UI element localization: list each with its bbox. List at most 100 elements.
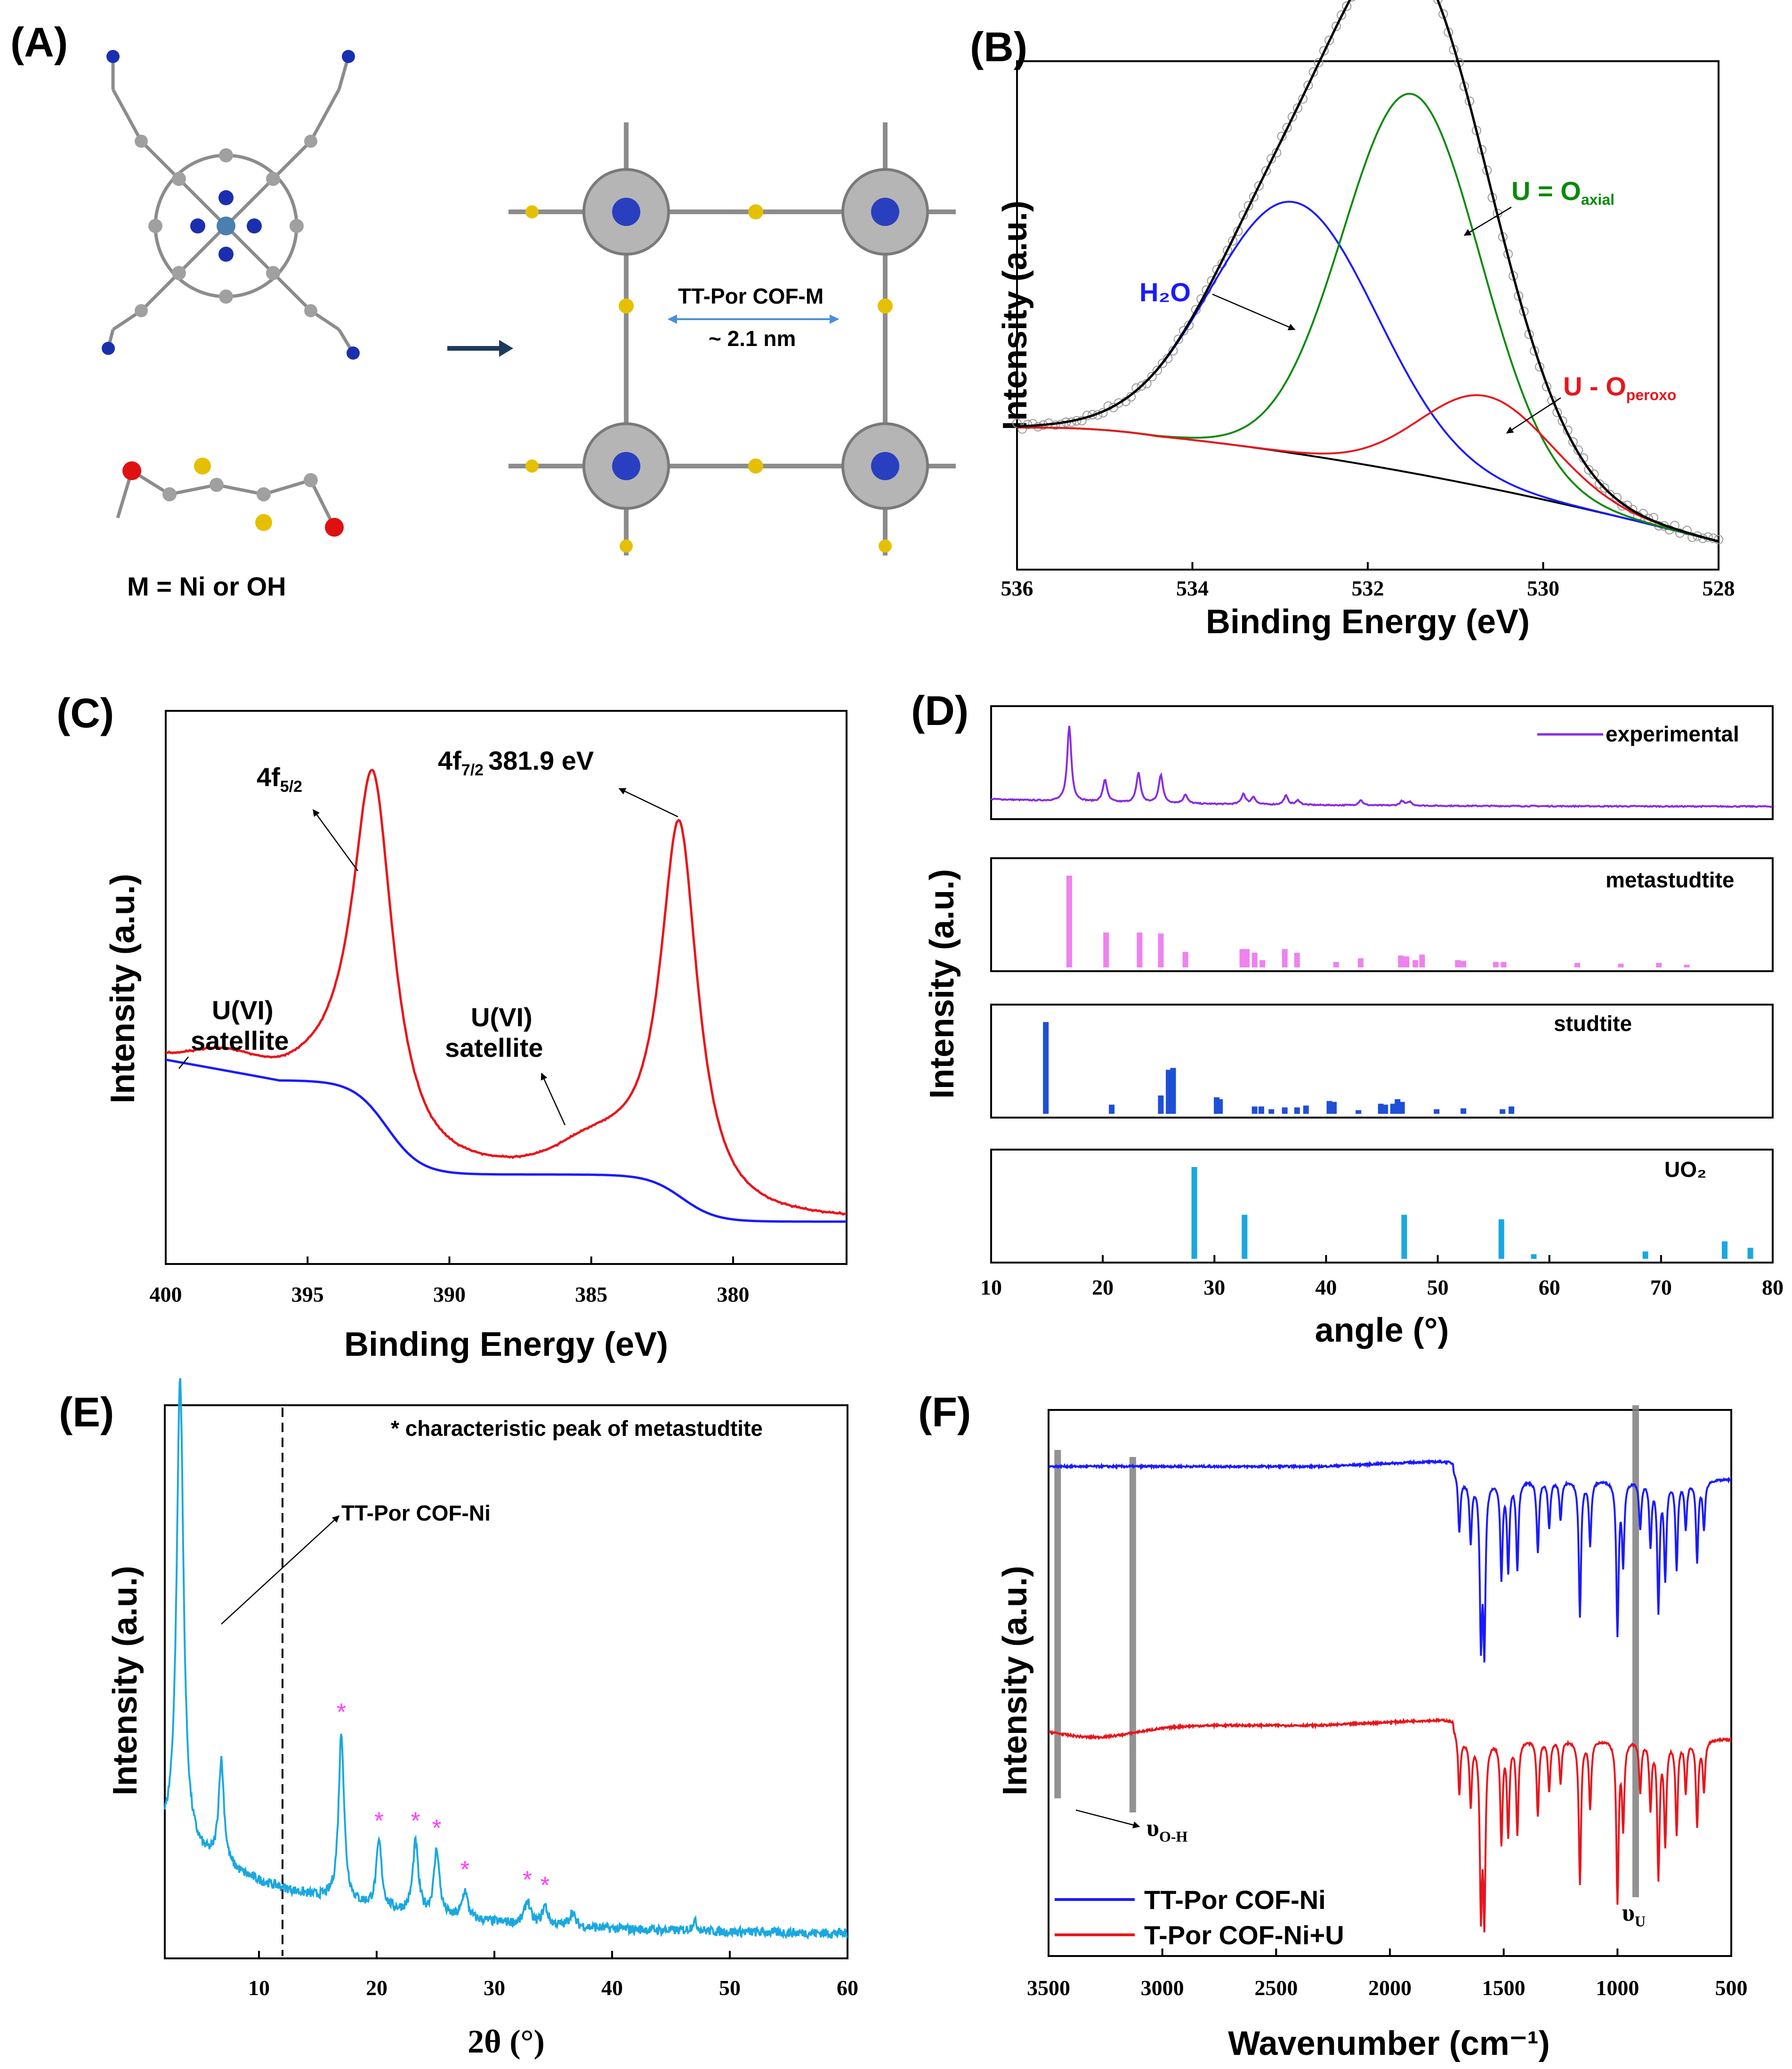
legend-label-tt-por: TT-Por COF-Ni: [1144, 1885, 1326, 1915]
metastudtite-peak-bar: [1493, 962, 1499, 967]
background-curve: [1017, 427, 1719, 543]
studtite-peak-bar: [1217, 1099, 1223, 1114]
panel-d-tick-label: 70: [1650, 1275, 1672, 1299]
raw-data-point: [1153, 365, 1162, 375]
satellite-1-line-1: U(VI): [212, 995, 274, 1025]
raw-data-point: [1568, 437, 1578, 447]
panel-b-frame: [1016, 60, 1719, 571]
panel-d-xlabel: angle (°): [1315, 1312, 1449, 1349]
uo2-label: UO₂: [1664, 1157, 1706, 1182]
panel-d-tick-label: 20: [1092, 1275, 1114, 1299]
uo-axial-label: U = Oaxial: [1511, 176, 1614, 208]
uo2-peak-bar: [1401, 1215, 1407, 1259]
panel-f-tick-label: 3500: [1027, 1976, 1070, 2000]
satellite-1-line-2: satellite: [191, 1026, 289, 1055]
uo-axial-arrow: [1463, 206, 1512, 236]
panel-e-tick-label: 20: [366, 1976, 387, 2000]
metastudtite-peak-bar: [1244, 949, 1250, 967]
uo-peroxo-arrow: [1506, 397, 1561, 434]
uo-axial-component-curve: [1017, 93, 1719, 543]
panel-f-label: (F): [918, 1389, 971, 1435]
raw-data-point: [1114, 398, 1124, 408]
metastudtite-peak-bar: [1357, 958, 1364, 967]
panel-d-tick-label: 50: [1427, 1275, 1449, 1299]
studtite-peak-bar: [1303, 1105, 1309, 1114]
panel-c-plot: [165, 769, 847, 1223]
panel-f-tick-label: 3000: [1141, 1976, 1184, 2000]
pore-size-label: ~ 2.1 nm: [709, 326, 796, 351]
raw-data-point: [1158, 358, 1168, 368]
panel-d-frame-studtite: [990, 1004, 1774, 1119]
raw-data-point: [1314, 58, 1324, 68]
raw-data-point: [1293, 103, 1302, 113]
panel-d-frame-uo2: [990, 1149, 1774, 1264]
raw-data-point: [1287, 112, 1297, 122]
studtite-peak-bar: [1331, 1102, 1337, 1114]
panel-c-tick-label: 395: [291, 1282, 324, 1306]
raw-data-point: [1254, 181, 1264, 191]
satellite-1-tick: [178, 1056, 189, 1069]
raw-data-point: [1282, 123, 1292, 133]
panel-d-tick-label: 80: [1762, 1275, 1784, 1299]
raw-data-point: [1249, 192, 1259, 202]
raw-data-point: [1319, 46, 1329, 56]
panel-d-tick-label: 60: [1539, 1275, 1560, 1299]
metastudtite-peak-bar: [1294, 952, 1300, 967]
metastudtite-peak-bar: [1103, 932, 1109, 967]
panel-c-xlabel: Binding Energy (eV): [344, 1326, 668, 1363]
studtite-peak-bar: [1258, 1106, 1264, 1114]
metastudtite-peak-star: *: [411, 1808, 420, 1835]
panel-a-label: (A): [10, 19, 68, 65]
panel-e-tick-label: 50: [719, 1976, 741, 2000]
studtite-peak-bar: [1326, 1101, 1332, 1114]
panel-f: (F) 3500 3000 2500 2000 1500 1000 500 Wavenumb…: [918, 1389, 1748, 2062]
panel-f-ylabel: Intensity (a.u.): [996, 1566, 1034, 1795]
uo2-peak-bar: [1531, 1254, 1537, 1259]
metastudtite-peak-bar: [1398, 955, 1404, 967]
studtite-peak-bar: [1390, 1103, 1396, 1114]
legend-label-t-por-u: T-Por COF-Ni+U: [1144, 1920, 1344, 1950]
raw-data-point: [1612, 492, 1622, 502]
panel-e-tick-label: 10: [248, 1976, 270, 2000]
panel-d-tick-label: 10: [980, 1275, 1002, 1299]
uo-peroxo-component-curve: [1017, 394, 1719, 543]
raw-data-point: [1337, 10, 1347, 20]
metastudtite-peak-bar: [1251, 952, 1258, 967]
pxrd-pattern-curve: [164, 1378, 848, 1940]
metastudtite-peak-bar: [1419, 954, 1425, 967]
studtite-peak-bar: [1382, 1104, 1388, 1114]
panel-e-label: (E): [59, 1389, 114, 1435]
panel-f-tick-label: 1500: [1482, 1976, 1526, 2000]
panel-b-ylabel: Intensity (a.u.): [996, 201, 1034, 430]
experimental-legend-label: experimental: [1606, 722, 1739, 746]
satellite-2-line-2: satellite: [445, 1033, 543, 1063]
studtite-peak-bar: [1378, 1103, 1384, 1114]
thienothiophene-linker-model: [116, 458, 344, 537]
u-stretch-label: υU: [1622, 1900, 1646, 1930]
cof-name-label: TT-Por COF-M: [678, 284, 823, 308]
studtite-peak-bar: [1158, 1095, 1164, 1114]
raw-data-point: [1173, 334, 1183, 344]
panel-d-plot: [990, 725, 1773, 1259]
studtite-peak-bar: [1356, 1110, 1362, 1114]
metastudtite-peak-star: *: [337, 1699, 346, 1726]
metastudtite-peak-bar: [1282, 949, 1288, 967]
uo2-peak-bar: [1498, 1219, 1504, 1259]
panel-b: (B) 536 534 532 530 528 Binding Energy (eV) …: [970, 0, 1735, 641]
raw-data-point: [1147, 371, 1157, 381]
raw-data-point: [1342, 1, 1352, 11]
panel-e-xlabel: 2θ (°): [468, 2024, 545, 2060]
metastudtite-peak-bar: [1404, 956, 1410, 967]
panel-c-ylabel: Intensity (a.u.): [104, 874, 142, 1103]
raw-data-point: [1137, 381, 1146, 391]
oh-stretch-arrow: [1075, 1809, 1140, 1828]
panel-f-frame: [1048, 1409, 1732, 1957]
panel-e-ylabel: Intensity (a.u.): [106, 1566, 144, 1795]
raw-data-point: [1348, 0, 1356, 2]
metastudtite-peak-bar: [1501, 962, 1507, 967]
studtite-peak-bar: [1434, 1109, 1440, 1114]
raw-data-point: [1599, 483, 1609, 493]
panel-e-xticks: 10 20 30 40 50 60: [248, 1951, 858, 2000]
panel-e-tick-label: 40: [601, 1976, 623, 2000]
oh-stretch-label: υO-H: [1146, 1815, 1188, 1845]
